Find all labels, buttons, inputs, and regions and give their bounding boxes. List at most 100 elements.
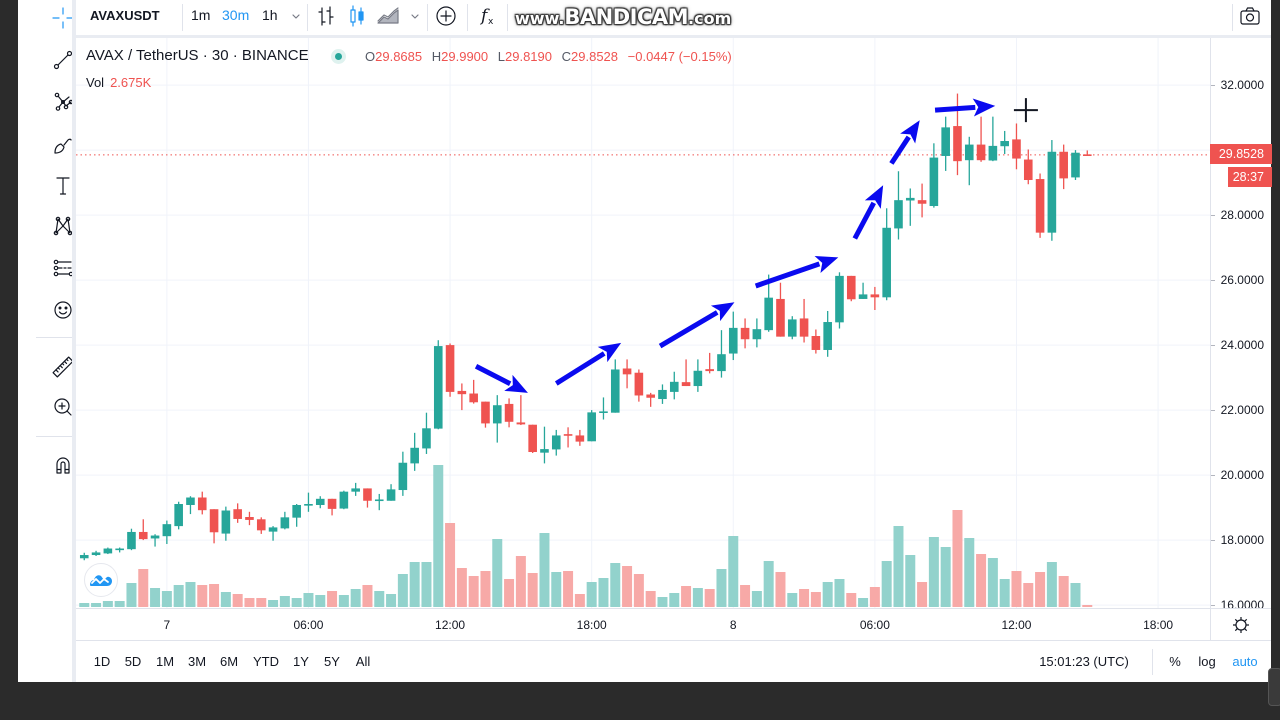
high-value: 29.9900 <box>441 49 489 64</box>
candle <box>304 492 313 512</box>
candle <box>811 329 821 354</box>
chart-canvas[interactable] <box>76 38 1210 608</box>
range-5d-button[interactable]: 5D <box>124 654 142 669</box>
timezone-clock-button[interactable]: 15:01:23 (UTC) <box>1039 654 1129 669</box>
candle <box>823 310 832 357</box>
arrow-annotation[interactable] <box>554 342 622 386</box>
range-ytd-button[interactable]: YTD <box>253 654 279 669</box>
arrow-annotation[interactable] <box>474 363 528 393</box>
volume-bar <box>102 601 113 607</box>
intervals-dropdown-button[interactable] <box>282 2 310 30</box>
volume-bar <box>327 591 338 607</box>
brush-icon <box>54 138 72 154</box>
volume-bar <box>822 582 833 607</box>
candle <box>1059 144 1068 190</box>
volume-bar <box>633 574 644 607</box>
volume-label[interactable]: Vol <box>86 75 105 90</box>
range-1d-button[interactable]: 1D <box>93 654 111 669</box>
window-resize-handle[interactable] <box>1268 668 1280 706</box>
range-6m-button[interactable]: 6M <box>219 654 239 669</box>
interval-1m-button[interactable]: 1m <box>191 7 211 23</box>
candle <box>587 410 596 442</box>
measure-tool-button[interactable] <box>46 350 80 384</box>
candle <box>964 136 974 186</box>
plus-circle-icon <box>436 6 456 26</box>
fx-icon: f x <box>479 6 494 27</box>
symbol-title[interactable]: AVAX / TetherUS · 30 · BINANCE <box>86 47 309 64</box>
volume-bar <box>1082 605 1093 607</box>
volume-bar <box>1023 583 1034 607</box>
toolbar-divider <box>1152 649 1153 675</box>
pattern-tool-button[interactable] <box>46 209 80 243</box>
chart-type-dropdown-button[interactable] <box>401 2 429 30</box>
candle <box>858 282 868 299</box>
area-chart-type-button[interactable] <box>374 2 402 30</box>
change-value: −0.0447 (−0.15%) <box>627 49 732 64</box>
volume-bar <box>976 554 987 607</box>
range-3m-button[interactable]: 3M <box>187 654 207 669</box>
candle <box>717 330 726 378</box>
arrow-annotation[interactable] <box>658 302 735 349</box>
volume-bar <box>810 592 821 607</box>
trend-line-tool-button[interactable] <box>46 43 80 77</box>
fx-indicators-button[interactable]: f x <box>473 2 501 30</box>
brush-tool-button[interactable] <box>46 128 80 162</box>
arrow-annotation[interactable] <box>934 98 996 117</box>
tradingview-logo-link[interactable] <box>84 563 118 597</box>
candle <box>693 359 703 392</box>
range-5y-button[interactable]: 5Y <box>324 654 340 669</box>
volume-bar <box>362 585 373 607</box>
volume-bar <box>716 569 727 607</box>
volume-bar <box>114 601 125 607</box>
candle <box>315 496 325 509</box>
crosshair-tool-button[interactable] <box>46 1 80 35</box>
snapshot-button[interactable] <box>1236 2 1264 30</box>
market-status-icon[interactable] <box>331 49 346 64</box>
range-1y-button[interactable]: 1Y <box>293 654 309 669</box>
bars-chart-type-button[interactable] <box>312 2 340 30</box>
candle <box>186 496 195 515</box>
arrow-annotation[interactable] <box>889 120 920 165</box>
candle <box>752 318 762 348</box>
text-tool-button[interactable] <box>46 169 80 203</box>
magnet-tool-button[interactable] <box>46 448 80 482</box>
zoom-in-tool-button[interactable] <box>46 390 80 424</box>
price-axis[interactable]: 32.0000 28.0000 26.0000 24.0000 22.0000 20.00… <box>1210 38 1271 608</box>
range-all-button[interactable]: All <box>355 654 371 669</box>
price-axis-label: 26.0000 <box>1220 273 1264 288</box>
indicators-button[interactable] <box>432 2 460 30</box>
volume-legend: Vol 2.675K <box>86 74 151 92</box>
toolbar-divider <box>467 4 468 31</box>
candle <box>1071 150 1080 181</box>
candles-chart-type-button[interactable] <box>343 2 371 30</box>
toolbar-divider <box>36 436 90 437</box>
volume-bar <box>150 588 161 607</box>
interval-1h-button[interactable]: 1h <box>262 7 278 23</box>
chevron-down-icon <box>411 14 419 19</box>
candle <box>256 517 266 534</box>
crosshair-cursor-icon <box>1013 98 1038 123</box>
range-1m-button[interactable]: 1M <box>155 654 175 669</box>
icons-tool-button[interactable] <box>46 293 80 327</box>
log-scale-toggle[interactable]: log <box>1198 654 1216 669</box>
arrow-annotation[interactable] <box>754 256 839 289</box>
arrow-annotation[interactable] <box>852 185 884 240</box>
candles-icon <box>350 5 364 27</box>
candle <box>646 392 655 407</box>
symbol-search-button[interactable]: AVAXUSDT <box>90 8 160 23</box>
candle <box>363 488 372 508</box>
candle <box>268 526 278 541</box>
interval-30m-button[interactable]: 30m <box>222 7 250 23</box>
chart-settings-button[interactable] <box>1227 611 1255 639</box>
auto-scale-toggle[interactable]: auto <box>1232 654 1258 669</box>
pane-separator <box>72 0 76 682</box>
candle <box>209 509 219 544</box>
candle <box>150 534 160 547</box>
candle <box>764 274 773 332</box>
volume-bar <box>669 593 680 607</box>
percent-scale-toggle[interactable]: % <box>1169 654 1181 669</box>
toolbar-divider <box>182 4 183 31</box>
time-axis[interactable]: 7 06:00 12:00 18:00 8 06:00 12:00 18:00 <box>76 608 1210 640</box>
volume-bar <box>256 598 267 607</box>
volume-bar <box>692 588 703 607</box>
